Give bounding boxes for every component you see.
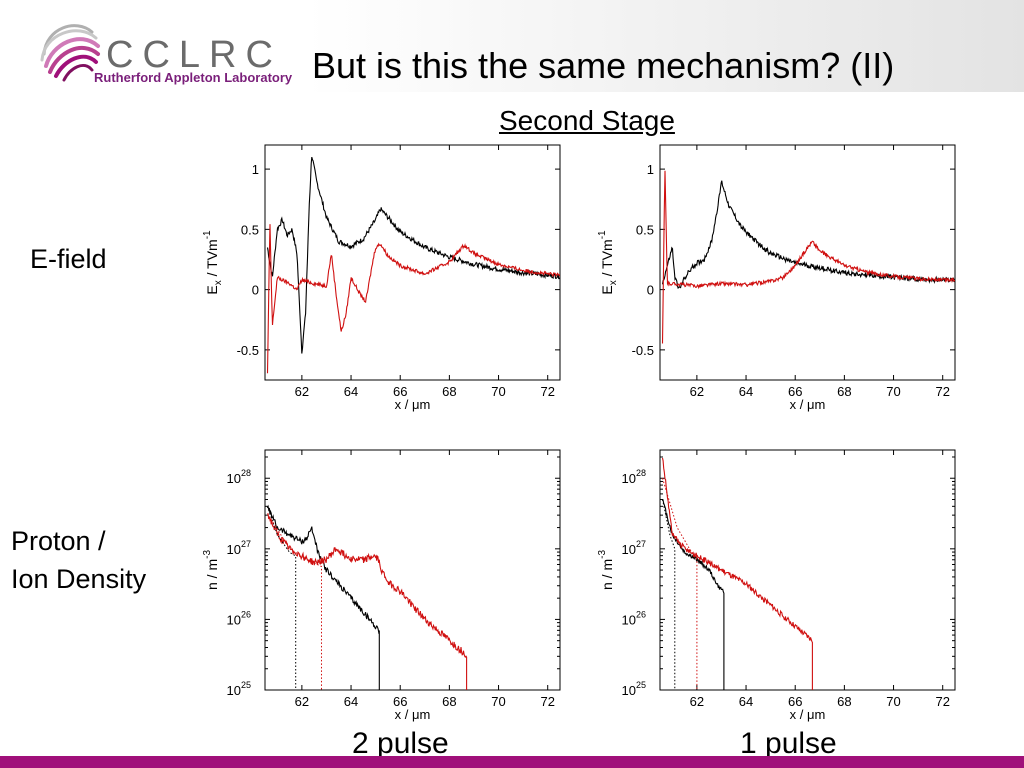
x-tick-label: 64 <box>344 694 358 709</box>
series-line-red <box>266 224 560 374</box>
y-axis-label: n / m-3 <box>597 550 615 590</box>
header-band <box>0 0 1024 92</box>
x-tick-label: 64 <box>739 694 753 709</box>
logo-subtitle: Rutherford Appleton Laboratory <box>94 70 293 85</box>
y-tick-label: 1027 <box>227 539 251 557</box>
plot-frame <box>659 144 956 381</box>
series-line-black <box>266 156 560 354</box>
y-tick-label: 1025 <box>227 680 251 698</box>
column-label-1pulse: 1 pulse <box>740 727 837 760</box>
y-axis-label: Ex / TVm-1 <box>597 230 619 295</box>
x-tick-label: 62 <box>690 384 704 399</box>
y-tick-label: 1026 <box>227 609 251 627</box>
y-tick-label: -0.5 <box>632 343 654 358</box>
chart-density-2pulse: 62 64 66 68 70 72 1025 1026 1027 1028 x / μm n / m-… <box>202 449 561 722</box>
x-tick-label: 64 <box>344 384 358 399</box>
y-axis-label: n / m-3 <box>202 550 220 590</box>
x-tick-label: 70 <box>491 694 505 709</box>
x-tick-label: 72 <box>540 694 554 709</box>
slide-title: But is this the same mechanism? (II) <box>312 45 895 86</box>
y-tick-label: 1025 <box>622 680 646 698</box>
plot-frame <box>264 449 561 691</box>
y-tick-label: 0 <box>647 283 654 298</box>
x-tick-label: 68 <box>442 384 456 399</box>
x-tick-label: 66 <box>393 384 407 399</box>
chart-efield-1pulse: 62 64 66 68 70 72 -0.5 0 0.5 1 x / μm Ex / TVm-1 <box>597 144 956 412</box>
x-axis-label: x / μm <box>790 707 826 722</box>
y-tick-label: 0.5 <box>636 222 654 237</box>
y-tick-label: 1026 <box>622 609 646 627</box>
x-tick-label: 72 <box>935 384 949 399</box>
bottom-accent-bar <box>0 756 1024 768</box>
x-tick-label: 62 <box>295 384 309 399</box>
y-tick-label: 1 <box>647 162 654 177</box>
logo-wordmark: CCLRC <box>106 34 282 76</box>
x-tick-label: 66 <box>788 384 802 399</box>
y-tick-label: 0 <box>252 283 259 298</box>
plot-frame <box>659 449 956 691</box>
x-tick-label: 68 <box>442 694 456 709</box>
x-tick-label: 66 <box>788 694 802 709</box>
y-tick-label: -0.5 <box>237 343 259 358</box>
series-line-red <box>267 513 468 690</box>
y-tick-label: 0.5 <box>241 222 259 237</box>
x-tick-label: 68 <box>837 384 851 399</box>
series-line-red-dotted <box>267 513 322 690</box>
column-label-2pulse: 2 pulse <box>352 727 449 760</box>
logo-swirl-icon <box>40 24 100 82</box>
y-tick-label: 1028 <box>227 468 251 486</box>
row-label-density-line2: Ion Density <box>11 564 147 594</box>
plot-frame <box>264 144 561 381</box>
x-axis-label: x / μm <box>395 397 431 412</box>
x-axis-label: x / μm <box>790 397 826 412</box>
x-axis-label: x / μm <box>395 707 431 722</box>
x-tick-label: 66 <box>393 694 407 709</box>
x-tick-label: 70 <box>886 384 900 399</box>
x-tick-label: 68 <box>837 694 851 709</box>
x-tick-label: 70 <box>886 694 900 709</box>
y-tick-label: 1028 <box>622 468 646 486</box>
x-tick-label: 72 <box>540 384 554 399</box>
row-label-efield: E-field <box>30 244 107 274</box>
cclrc-logo: CCLRC Rutherford Appleton Laboratory <box>36 14 292 89</box>
slide-subtitle: Second Stage <box>499 105 675 136</box>
chart-efield-2pulse: 62 64 66 68 70 72 -0.5 0 0.5 1 x / μm Ex / TVm-1 <box>202 144 561 412</box>
x-tick-label: 62 <box>690 694 704 709</box>
series-line-black-dotted <box>662 499 676 690</box>
x-tick-label: 62 <box>295 694 309 709</box>
y-tick-label: 1 <box>252 162 259 177</box>
series-line-red <box>661 170 955 344</box>
series-line-red <box>661 457 813 690</box>
y-axis-label: Ex / TVm-1 <box>202 230 224 295</box>
row-label-density-line1: Proton / <box>11 526 106 556</box>
y-tick-label: 1027 <box>622 539 646 557</box>
x-tick-label: 64 <box>739 384 753 399</box>
x-tick-label: 70 <box>491 384 505 399</box>
chart-density-1pulse: 62 64 66 68 70 72 1025 1026 1027 1028 x / μm n / m-… <box>597 449 956 722</box>
row-label-density: Proton / Ion Density <box>11 522 146 598</box>
series-line-black <box>661 180 955 289</box>
x-tick-label: 72 <box>935 694 949 709</box>
